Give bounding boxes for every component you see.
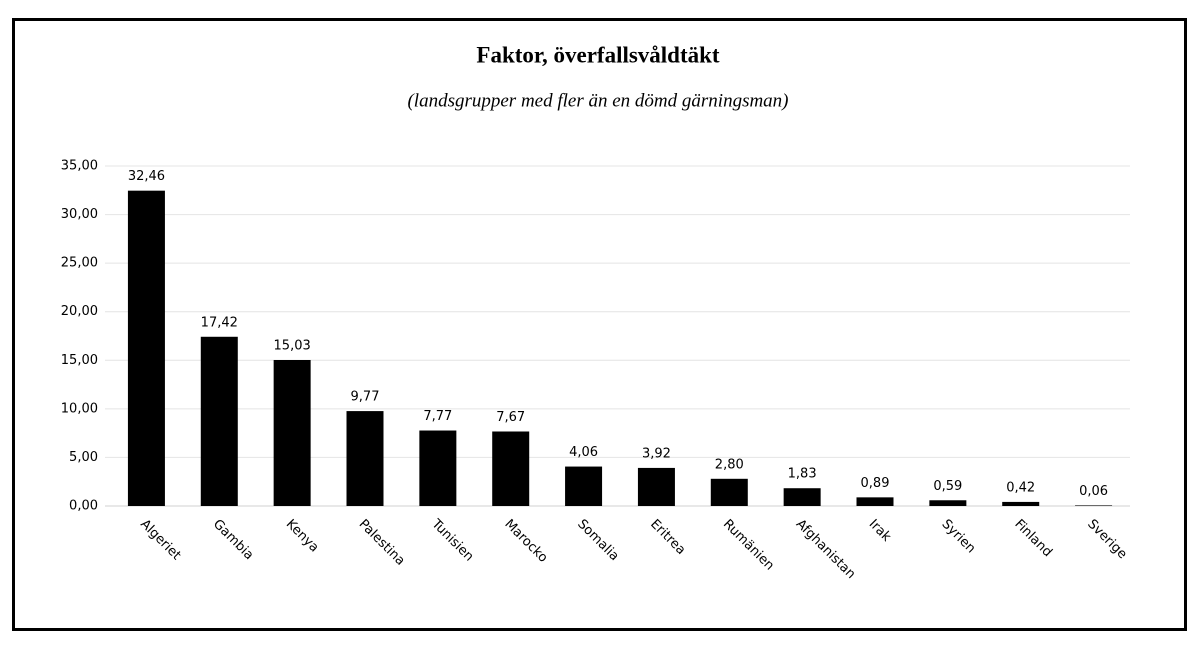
y-tick-label: 15,00 xyxy=(61,353,98,368)
bar xyxy=(200,336,238,506)
bar xyxy=(1075,505,1113,506)
y-tick-label: 35,00 xyxy=(61,159,98,174)
value-label: 17,42 xyxy=(201,315,238,330)
value-label: 0,42 xyxy=(1006,480,1035,495)
y-tick-label: 10,00 xyxy=(61,401,98,416)
value-label: 0,59 xyxy=(933,479,962,494)
value-label: 32,46 xyxy=(128,169,165,184)
value-label: 0,06 xyxy=(1079,484,1108,499)
value-label: 7,67 xyxy=(496,410,525,425)
bar xyxy=(273,359,311,506)
y-tick-label: 20,00 xyxy=(61,304,98,319)
value-label: 3,92 xyxy=(642,446,671,461)
y-tick-label: 0,00 xyxy=(69,499,98,514)
bar xyxy=(929,500,967,506)
value-label: 1,83 xyxy=(788,467,817,482)
bar xyxy=(1002,501,1040,506)
y-tick-label: 25,00 xyxy=(61,256,98,271)
y-tick-label: 5,00 xyxy=(69,450,98,465)
value-label: 0,89 xyxy=(861,476,890,491)
bar xyxy=(565,466,603,506)
bar xyxy=(783,488,821,506)
bar xyxy=(710,478,748,506)
value-label: 2,80 xyxy=(715,457,744,472)
bar xyxy=(637,467,675,506)
bar xyxy=(127,190,165,506)
value-label: 4,06 xyxy=(569,445,598,460)
chart-subtitle: (landsgrupper med fler än en dömd gärnin… xyxy=(407,90,788,111)
bar xyxy=(346,411,384,506)
y-tick-label: 30,00 xyxy=(61,207,98,222)
value-label: 9,77 xyxy=(351,390,380,405)
chart-frame xyxy=(12,18,1187,631)
bar xyxy=(492,431,530,506)
chart-title: Faktor, överfallsvåldtäkt xyxy=(476,42,720,67)
bar xyxy=(856,497,894,506)
value-label: 7,77 xyxy=(423,409,452,424)
bar xyxy=(419,430,457,506)
value-label: 15,03 xyxy=(274,338,311,353)
